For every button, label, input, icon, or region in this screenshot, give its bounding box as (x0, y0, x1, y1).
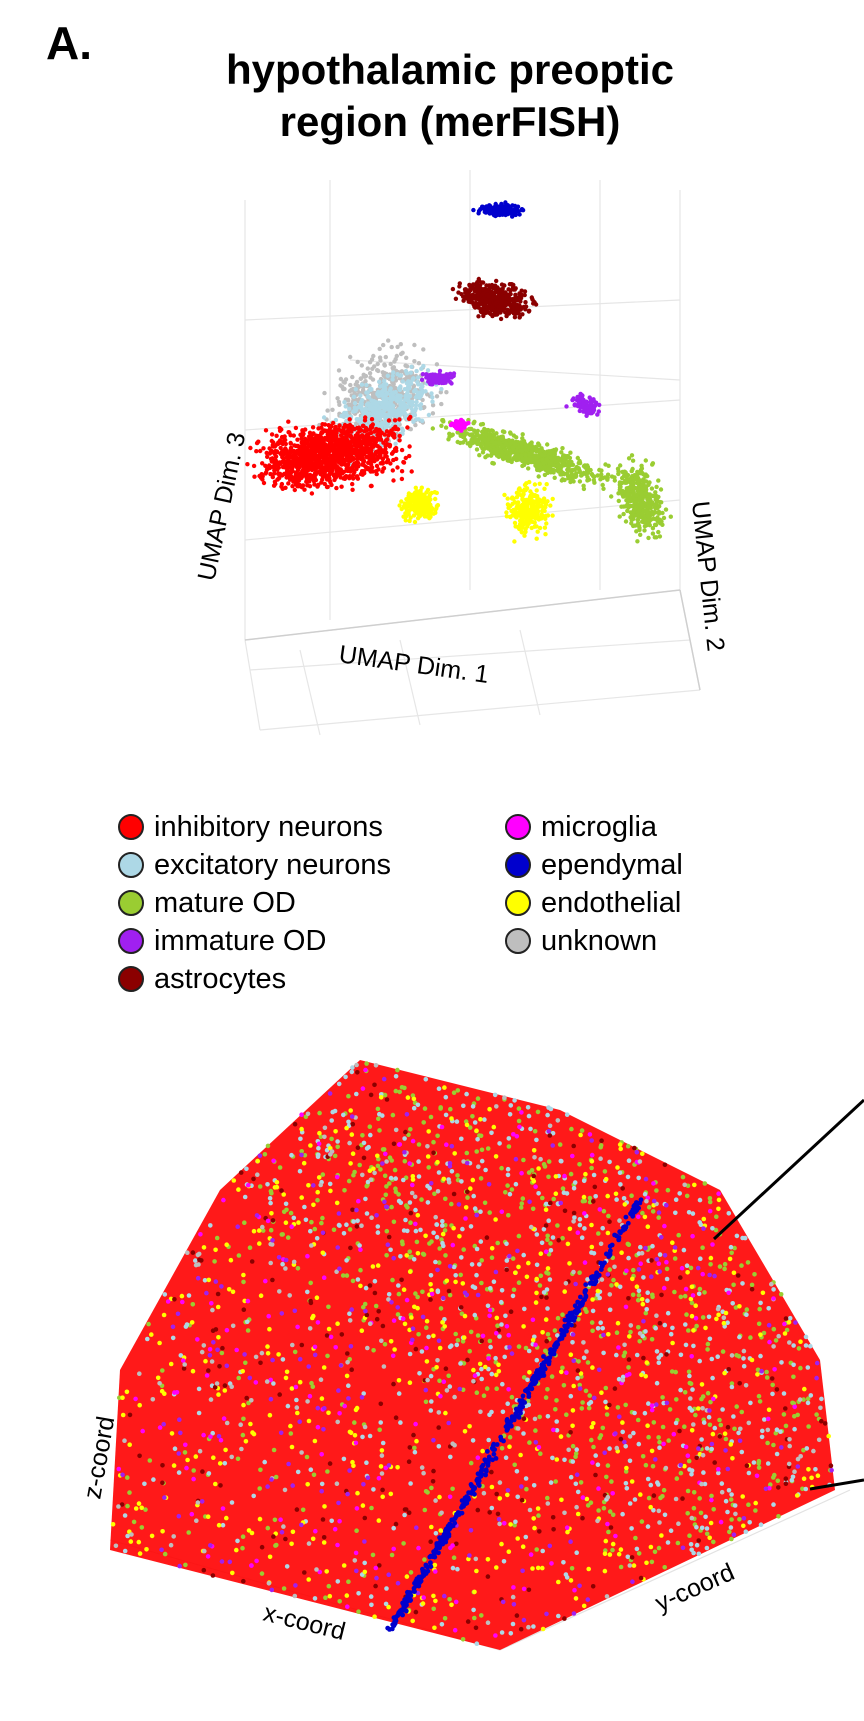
spatial-celltype-5 (113, 1062, 823, 1630)
legend-label: unknown (541, 924, 658, 957)
legend-item: endothelial (505, 884, 683, 922)
legend-item: ependymal (505, 846, 683, 884)
umap-cluster-inhibitory-neurons (245, 414, 414, 496)
figure-title: hypothalamic preoptic region (merFISH) (200, 44, 700, 148)
legend-item: inhibitory neurons (118, 808, 391, 846)
legend-label: excitatory neurons (154, 848, 391, 881)
legend-item: excitatory neurons (118, 846, 391, 884)
umap-3d-scatter: UMAP Dim. 1 UMAP Dim. 2 UMAP Dim. 3 (192, 170, 730, 736)
legend-swatch (118, 890, 144, 916)
legend-swatch (505, 890, 531, 916)
legend-swatch (505, 814, 531, 840)
legend-column-2: microglia ependymal endothelial unknown (505, 808, 683, 960)
spatial-celltype-6 (120, 1076, 834, 1623)
umap-axis-label-z: UMAP Dim. 3 (192, 430, 251, 583)
umap-cluster-microglia (448, 417, 471, 433)
legend-swatch (118, 966, 144, 992)
legend-label: astrocytes (154, 962, 287, 995)
legend-label: microglia (541, 810, 658, 843)
umap-axis-label-x: UMAP Dim. 1 (337, 640, 490, 689)
umap-cluster-mature-od (430, 417, 623, 492)
umap-cluster-immature-od-1 (419, 368, 457, 387)
umap-points (245, 200, 673, 544)
legend-label: mature OD (154, 886, 296, 919)
umap-axis-lines (244, 589, 701, 691)
legend-item: mature OD (118, 884, 391, 922)
umap-cluster-ependymal (471, 200, 526, 219)
callout-line-upper (712, 1098, 864, 1241)
legend-column-1: inhibitory neurons excitatory neurons matu… (118, 808, 391, 998)
spatial-3d-scatter: x-coord y-coord z-coord (78, 1060, 864, 1651)
legend-swatch (118, 814, 144, 840)
legend-item: microglia (505, 808, 683, 846)
legend-item: astrocytes (118, 960, 391, 998)
legend-swatch (118, 928, 144, 954)
umap-cluster-endothelial-2 (502, 479, 555, 544)
panel-label: A. (46, 17, 92, 69)
spatial-points (110, 1061, 834, 1646)
umap-axis-label-y: UMAP Dim. 2 (686, 500, 730, 653)
title-line-2: region (merFISH) (279, 98, 621, 145)
umap-cluster-astrocytes (450, 276, 539, 322)
legend-label: immature OD (154, 924, 327, 957)
title-line-1: hypothalamic preoptic (225, 46, 675, 93)
legend-label: inhibitory neurons (154, 810, 383, 843)
legend-item: immature OD (118, 922, 391, 960)
legend-swatch (505, 928, 531, 954)
umap-cluster-mature-od-tail (609, 453, 673, 544)
spatial-celltype-2 (110, 1085, 831, 1632)
umap-cluster-endothelial-1 (397, 485, 441, 525)
umap-cluster-immature-od-2 (564, 391, 602, 418)
legend-swatch (118, 852, 144, 878)
legend-item: unknown (505, 922, 683, 960)
spatial-ependymal-band (385, 1197, 644, 1632)
legend-label: endothelial (541, 886, 682, 919)
callout-line-lower (809, 1478, 864, 1491)
legend-label: ependymal (541, 848, 683, 881)
legend-swatch (505, 852, 531, 878)
